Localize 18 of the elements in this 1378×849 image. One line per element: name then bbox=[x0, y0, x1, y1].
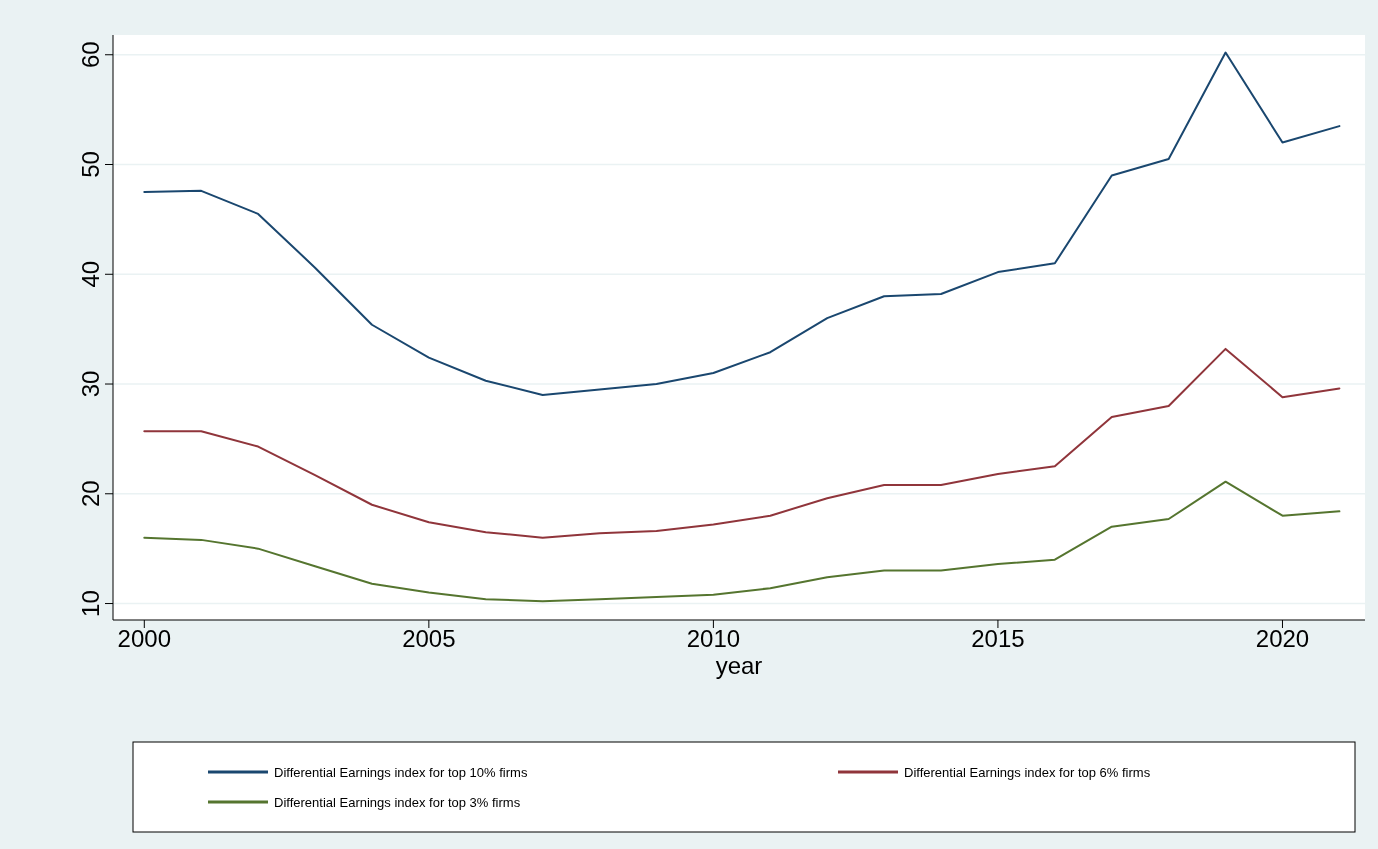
y-tick-label: 40 bbox=[77, 260, 104, 288]
x-axis-title: year bbox=[715, 652, 763, 679]
line-series bbox=[143, 480, 1341, 603]
x-tick-label: 2005 bbox=[402, 625, 456, 652]
y-tick-label: 30 bbox=[77, 370, 104, 398]
x-tick-label: 2020 bbox=[1255, 625, 1310, 652]
y-tick-label: 20 bbox=[77, 480, 104, 508]
line-series bbox=[143, 51, 1341, 396]
x-tick-label: 2015 bbox=[971, 625, 1025, 652]
x-tick-label: 2000 bbox=[117, 625, 171, 652]
legend-label: Differential Earnings index for top 6% firms bbox=[904, 765, 1151, 780]
line-series bbox=[143, 347, 1341, 539]
y-tick-label: 10 bbox=[77, 590, 104, 617]
x-tick-label: 2010 bbox=[686, 625, 741, 652]
y-tick-label: 60 bbox=[77, 41, 104, 69]
legend-label: Differential Earnings index for top 10% firms bbox=[274, 765, 528, 780]
legend-label: Differential Earnings index for top 3% firms bbox=[274, 795, 521, 810]
y-tick-label: 50 bbox=[77, 151, 104, 178]
